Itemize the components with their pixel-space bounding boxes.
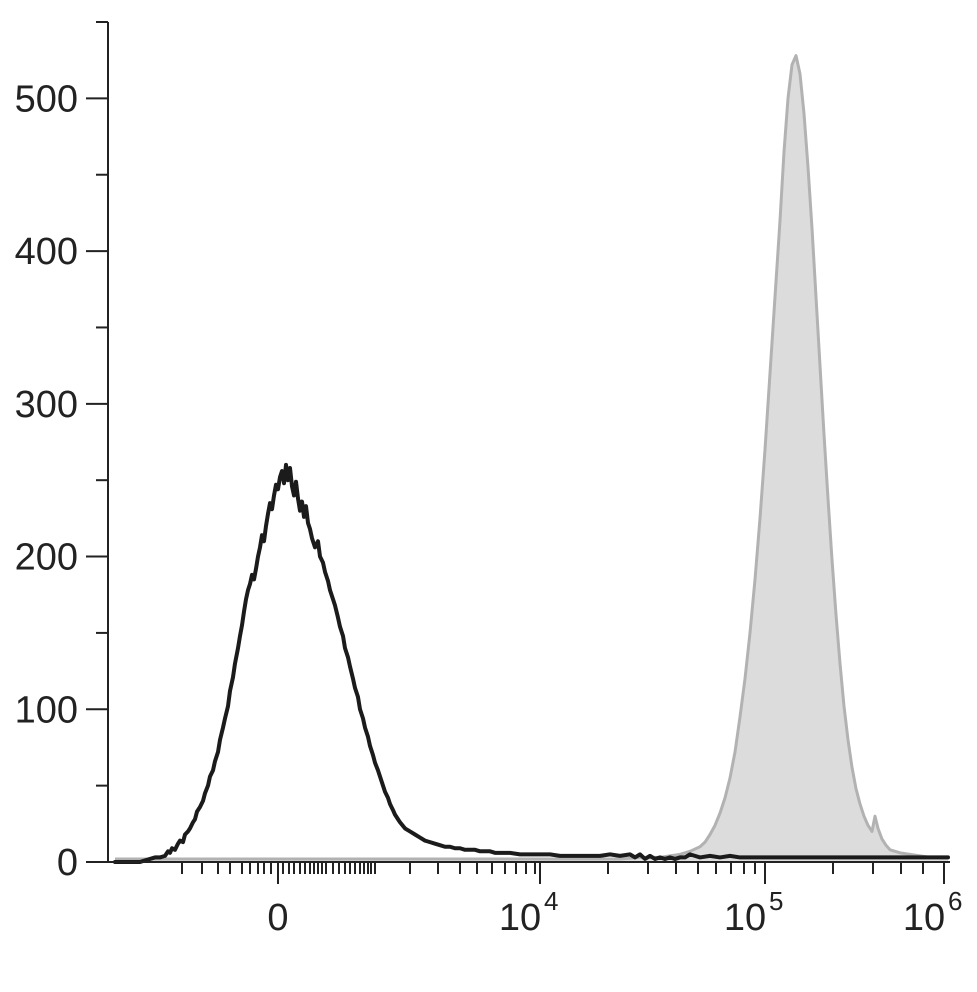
- svg-text:10: 10: [499, 897, 541, 939]
- svg-text:5: 5: [769, 886, 783, 916]
- chart-container: { "chart": { "type": "histogram", "canva…: [0, 0, 977, 992]
- x-tick-label: 0: [267, 897, 288, 939]
- svg-text:10: 10: [903, 897, 945, 939]
- y-tick-label: 300: [15, 384, 78, 426]
- y-tick-label: 100: [15, 689, 78, 731]
- svg-text:10: 10: [724, 897, 766, 939]
- x-tick-label: 104: [499, 886, 559, 939]
- svg-text:4: 4: [544, 886, 558, 916]
- x-tick-label: 106: [903, 886, 963, 939]
- series-stained-fill: [115, 56, 948, 862]
- svg-text:6: 6: [948, 886, 962, 916]
- y-tick-label: 500: [15, 78, 78, 120]
- y-tick-label: 200: [15, 537, 78, 579]
- y-tick-label: 400: [15, 231, 78, 273]
- x-tick-label: 105: [724, 886, 784, 939]
- y-tick-label: 0: [57, 842, 78, 884]
- flow-histogram-svg: 01002003004005000104105106: [0, 0, 977, 992]
